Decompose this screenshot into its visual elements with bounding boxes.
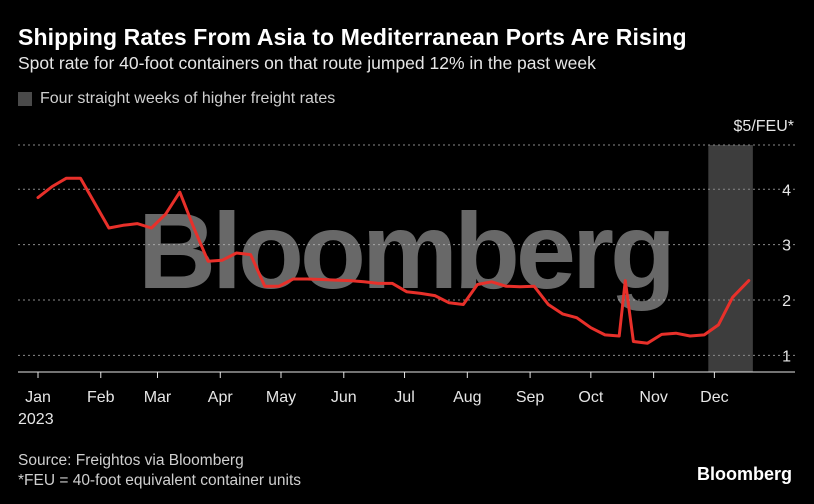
- x-tick-label-jan: Jan: [25, 389, 51, 406]
- x-tick-label-feb: Feb: [87, 389, 115, 406]
- legend-swatch: [18, 92, 32, 106]
- x-tick-sublabel-year: 2023: [18, 411, 54, 428]
- highlight-band: [708, 145, 753, 372]
- x-tick-label-jul: Jul: [394, 389, 414, 406]
- x-tick-label-nov: Nov: [639, 389, 667, 406]
- x-tick-label-may: May: [266, 389, 296, 406]
- x-tick-label-sep: Sep: [516, 389, 545, 406]
- footnote: *FEU = 40-foot equivalent container unit…: [18, 472, 302, 489]
- x-tick-label-oct: Oct: [578, 389, 603, 406]
- footer: Source: Freightos via Bloomberg *FEU = 4…: [18, 451, 301, 491]
- legend: Four straight weeks of higher freight ra…: [18, 90, 335, 108]
- bloomberg-logo: Bloomberg: [696, 464, 792, 484]
- x-tick-label-mar: Mar: [144, 389, 172, 406]
- y-tick-label-3: 3: [782, 238, 791, 255]
- x-tick-label-jun: Jun: [331, 389, 357, 406]
- chart-subtitle: Spot rate for 40-foot containers on that…: [18, 53, 596, 73]
- legend-label: Four straight weeks of higher freight ra…: [40, 90, 336, 107]
- line-chart: Bloomberg 1 2 3 4 Jan 2023 Feb Mar Apr May Jun Jul Au…: [18, 144, 795, 428]
- x-tick-label-apr: Apr: [208, 389, 234, 406]
- y-tick-label-2: 2: [782, 293, 791, 310]
- y-tick-label-4: 4: [782, 182, 791, 199]
- y-tick-label-1: 1: [782, 348, 791, 365]
- source-note: Source: Freightos via Bloomberg: [18, 452, 244, 469]
- watermark: Bloomberg: [138, 190, 672, 311]
- x-tick-label-aug: Aug: [453, 389, 481, 406]
- chart-title: Shipping Rates From Asia to Mediterranea…: [18, 24, 687, 50]
- series-line-0: [36, 176, 751, 345]
- x-tick-label-dec: Dec: [700, 389, 728, 406]
- y-axis-unit: $5/FEU*: [733, 118, 794, 135]
